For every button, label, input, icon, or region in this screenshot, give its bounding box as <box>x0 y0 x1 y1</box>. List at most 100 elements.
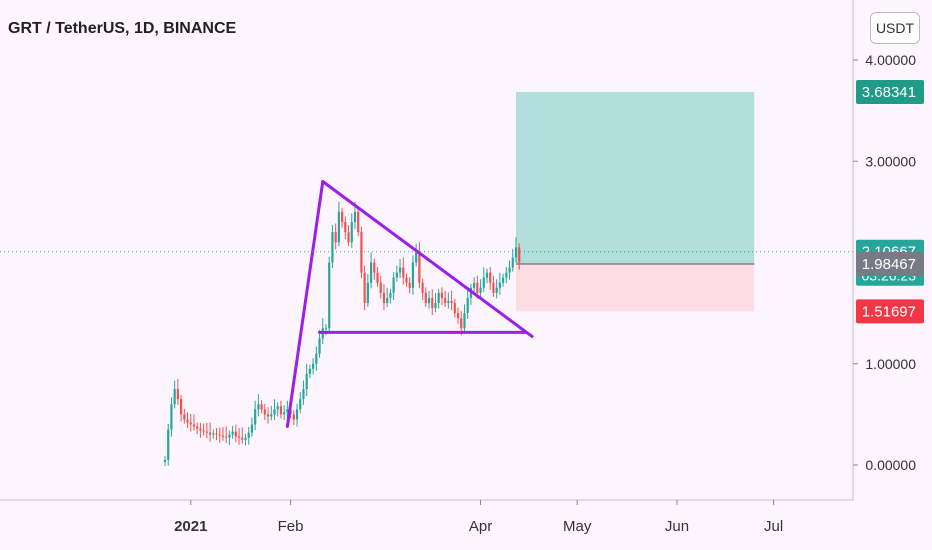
candle-body <box>299 399 302 410</box>
candle-body <box>254 409 257 425</box>
candle-body <box>479 287 482 293</box>
candles <box>163 201 521 467</box>
pattern-line <box>321 180 534 338</box>
candle-body <box>250 424 254 433</box>
candle-body <box>366 282 369 303</box>
candle-body <box>434 303 437 309</box>
target-price-badge-bg <box>856 80 924 105</box>
candle-body <box>228 434 231 438</box>
candle-body <box>473 282 476 288</box>
candle-body <box>196 426 199 429</box>
position-tool[interactable] <box>515 92 755 312</box>
candle-body <box>415 252 418 263</box>
candle-body <box>408 282 411 288</box>
candle-body <box>350 222 353 243</box>
candle-body <box>389 292 392 298</box>
candle-body <box>273 409 276 415</box>
candle-body <box>344 222 347 233</box>
target-price-badge: 3.68341 <box>862 84 916 101</box>
candle-body <box>489 272 492 283</box>
stop-zone <box>515 264 755 312</box>
candle-body <box>398 267 402 273</box>
candle-body <box>476 282 479 293</box>
candle-body <box>460 318 463 329</box>
entry-price-badge-bg <box>856 252 924 277</box>
candle-body <box>183 414 186 420</box>
candle-body <box>379 282 382 293</box>
candle-body <box>173 389 176 405</box>
price-axis[interactable]: 4.00000 3.00000 1.00000 0.00000 <box>853 52 916 473</box>
candle-body <box>247 432 250 438</box>
pattern-line <box>285 180 325 429</box>
candle-body <box>485 272 489 278</box>
candle-body <box>234 431 237 437</box>
candle-body <box>495 287 498 293</box>
chart-title: GRT / TetherUS, 1D, BINANCE <box>8 20 237 37</box>
x-tick-label: Apr <box>469 518 492 535</box>
x-tick-label: May <box>563 518 592 535</box>
candle-body <box>437 292 440 303</box>
candle-body <box>421 282 424 293</box>
candle-body <box>505 272 508 278</box>
candle-body <box>395 272 398 278</box>
candle-body <box>405 277 408 283</box>
candle-body <box>283 412 286 415</box>
candle-body <box>189 422 192 425</box>
candle-body <box>341 211 344 222</box>
time-axis[interactable]: 2021 Feb Apr May Jun Jul <box>174 500 783 535</box>
candle-body <box>382 292 386 303</box>
candle-body <box>518 247 521 263</box>
x-tick-label: Jun <box>665 518 689 535</box>
candle-body <box>305 373 308 390</box>
candle-body <box>270 414 273 417</box>
candle-body <box>456 313 460 319</box>
entry-price-badge: 1.98467 <box>862 256 916 273</box>
candle-body <box>244 437 247 440</box>
candle-body <box>212 433 215 435</box>
candle-body <box>163 459 167 462</box>
target-zone <box>515 92 755 265</box>
currency-unit-button[interactable]: USDT <box>870 12 920 44</box>
candle-body <box>447 300 450 303</box>
candle-body <box>167 429 170 460</box>
candle-body <box>453 303 456 314</box>
x-tick-label: Feb <box>278 518 304 535</box>
candle-body <box>363 272 366 303</box>
candle-body <box>418 252 421 283</box>
candle-body <box>276 406 279 410</box>
candle-body <box>241 437 244 440</box>
candle-body <box>279 406 283 415</box>
candle-body <box>208 432 212 435</box>
stop-price-badge: 1.51697 <box>862 303 916 320</box>
candle-body <box>511 257 514 268</box>
candle-body <box>202 430 205 432</box>
candle-body <box>324 328 328 330</box>
candle-body <box>218 434 221 436</box>
candle-body <box>411 262 415 288</box>
y-tick-label: 3.00000 <box>865 153 916 169</box>
candle-body <box>373 262 376 273</box>
candle-body <box>302 389 305 400</box>
candle-body <box>308 368 311 374</box>
candle-body <box>180 399 183 415</box>
candle-body <box>295 409 299 420</box>
candle-body <box>376 272 379 283</box>
candle-body <box>286 409 289 413</box>
candle-body <box>427 297 431 303</box>
candle-body <box>215 433 218 435</box>
candle-body <box>463 313 466 329</box>
candle-body <box>257 404 260 410</box>
candle-body <box>225 436 228 438</box>
candle-body <box>328 262 331 329</box>
triangle-pattern[interactable] <box>285 180 534 429</box>
candle-body <box>315 353 318 364</box>
candle-body <box>312 363 315 369</box>
y-tick-label: 4.00000 <box>865 52 916 68</box>
y-tick-label: 1.00000 <box>865 356 916 372</box>
candle-body <box>508 267 511 273</box>
candle-body <box>237 436 241 438</box>
candle-body <box>466 297 469 314</box>
candle-body <box>192 424 196 427</box>
